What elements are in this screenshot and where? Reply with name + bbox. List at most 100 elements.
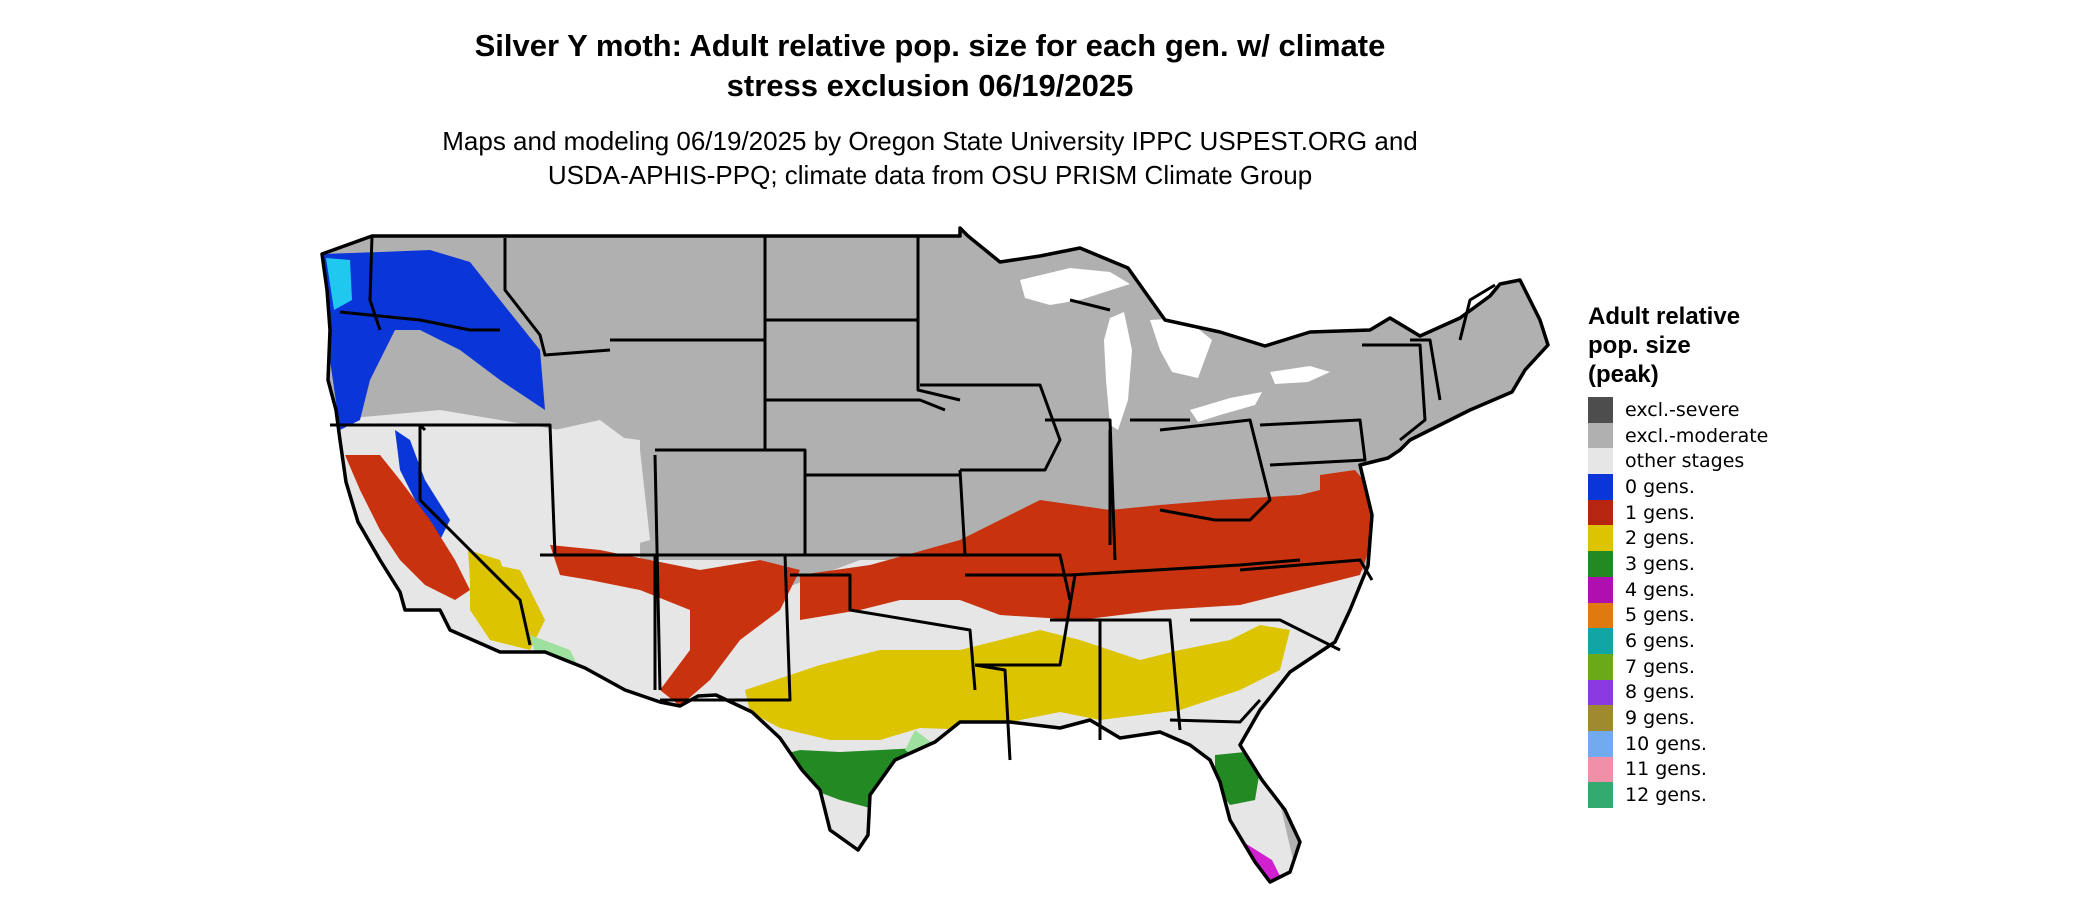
legend-title: Adult relative pop. size (peak) (1588, 302, 1848, 389)
legend-title-line-2: pop. size (1588, 332, 1691, 359)
border-nm-tx (660, 554, 792, 702)
legend-item-1-gens: 1 gens. (1588, 499, 1848, 526)
four-gens-area-texas (866, 835, 885, 852)
other-stages-utah (545, 420, 650, 560)
legend-item-8-gens: 8 gens. (1588, 679, 1848, 706)
border-ky-tn (1069, 558, 1301, 577)
legend-label: 9 gens. (1625, 707, 1695, 730)
map-title: Silver Y moth: Adult relative pop. size … (380, 26, 1480, 106)
three-gens-area-florida (1215, 752, 1260, 805)
cyan-coast-patch (326, 258, 352, 310)
legend-label: other stages (1625, 450, 1745, 473)
legend-swatch (1588, 397, 1613, 423)
legend-swatch (1588, 679, 1613, 706)
legend-label: excl.-moderate (1625, 424, 1769, 447)
border-nc-sc (1190, 618, 1341, 652)
border-mi (1069, 298, 1190, 422)
legend-label: 2 gens. (1625, 527, 1695, 550)
map-subtitle: Maps and modeling 06/19/2025 by Oregon S… (330, 124, 1530, 192)
legend-swatch (1588, 782, 1613, 808)
legend-swatch (1588, 525, 1613, 552)
legend-label: 1 gens. (1625, 501, 1695, 524)
legend-item-9-gens: 9 gens. (1588, 705, 1848, 731)
legend-label: 8 gens. (1625, 681, 1695, 704)
border-az-nm (653, 454, 662, 691)
legend-item-7-gens: 7 gens. (1588, 653, 1848, 680)
border-ok-tx (790, 573, 977, 691)
border-il-in (1045, 418, 1117, 561)
legend-swatch (1588, 628, 1613, 654)
legend-label: 7 gens. (1625, 655, 1695, 678)
legend-label: excl.-severe (1625, 398, 1740, 421)
legend-swatch (1588, 474, 1613, 500)
border-oh (1159, 418, 1272, 522)
map-subtitle-line-1: Maps and modeling 06/19/2025 by Oregon S… (442, 126, 1418, 156)
lake-erie (1190, 392, 1262, 422)
legend-swatch (1588, 730, 1613, 757)
legend-swatch (1588, 576, 1613, 603)
border-tx-la (974, 663, 1012, 761)
legend-label: 12 gens. (1625, 784, 1707, 807)
border-ms-al (1050, 618, 1182, 740)
one-gens-area-southwest (550, 545, 800, 706)
legend-items: excl.-severe excl.-moderate other stages… (1588, 397, 1848, 808)
lake-huron (1150, 318, 1212, 378)
one-gens-area-california (345, 455, 470, 600)
map-title-line-1: Silver Y moth: Adult relative pop. size … (474, 28, 1386, 63)
border-va-nc (1239, 558, 1374, 581)
legend-swatch (1588, 756, 1613, 783)
legend-label: 10 gens. (1625, 732, 1707, 755)
border-nv-ca (418, 425, 532, 646)
legend-label: 3 gens. (1625, 552, 1695, 575)
legend-swatch (1588, 653, 1613, 680)
border-nv-ut (420, 423, 557, 556)
map-subtitle-line-2: USDA-APHIS-PPQ; climate data from OSU PR… (547, 160, 1313, 190)
legend-item-12-gens: 12 gens. (1588, 782, 1848, 808)
map-legend: Adult relative pop. size (peak) excl.-se… (1588, 302, 1848, 808)
legend-item-excl-severe: excl.-severe (1588, 397, 1848, 423)
border-vt-nh (1410, 338, 1442, 401)
zero-gens-area-northwest (322, 250, 545, 430)
legend-swatch (1588, 551, 1613, 577)
two-gens-area-california (468, 550, 510, 600)
lake-ontario (1270, 366, 1330, 384)
border-co (655, 448, 807, 557)
one-gens-area-central-belt (800, 480, 1380, 620)
legend-item-10-gens: 10 gens. (1588, 730, 1848, 757)
lake-superior (1020, 268, 1130, 305)
border-sd-ne (765, 398, 946, 412)
two-gens-area-south (745, 625, 1290, 740)
map-title-line-2: stress exclusion 06/19/2025 (726, 68, 1134, 103)
legend-item-2-gens: 2 gens. (1588, 525, 1848, 552)
border-pa-ny (1259, 418, 1367, 467)
border-ga-fl (1169, 698, 1262, 724)
border-ny-ne (1362, 343, 1427, 442)
border-mo (958, 469, 1072, 601)
legend-item-0-gens: 0 gens. (1588, 474, 1848, 500)
legend-title-line-1: Adult relative (1588, 303, 1741, 330)
border-id-mt (503, 238, 611, 357)
legend-label: 6 gens. (1625, 630, 1695, 653)
border-mn-wi (916, 236, 961, 402)
legend-swatch (1588, 705, 1613, 731)
us-map (320, 226, 1550, 884)
lake-michigan (1104, 312, 1132, 430)
great-lakes (1020, 268, 1330, 430)
border-wa-id (368, 235, 382, 331)
legend-label: 4 gens. (1625, 578, 1695, 601)
four-gens-area-florida (1240, 840, 1282, 882)
border-maine (1458, 283, 1496, 341)
legend-label: 5 gens. (1625, 604, 1695, 627)
border-or-wa (339, 310, 500, 332)
legend-swatch (1588, 602, 1613, 629)
legend-item-6-gens: 6 gens. (1588, 628, 1848, 654)
legend-label: 0 gens. (1625, 475, 1695, 498)
legend-item-4-gens: 4 gens. (1588, 576, 1848, 603)
legend-item-excl-moderate: excl.-moderate (1588, 422, 1848, 449)
legend-item-other-stages: other stages (1588, 448, 1848, 475)
legend-swatch (1588, 499, 1613, 526)
legend-title-line-3: (peak) (1588, 361, 1659, 388)
legend-swatch (1588, 448, 1613, 475)
state-borders (330, 235, 1496, 761)
legend-item-11-gens: 11 gens. (1588, 756, 1848, 783)
